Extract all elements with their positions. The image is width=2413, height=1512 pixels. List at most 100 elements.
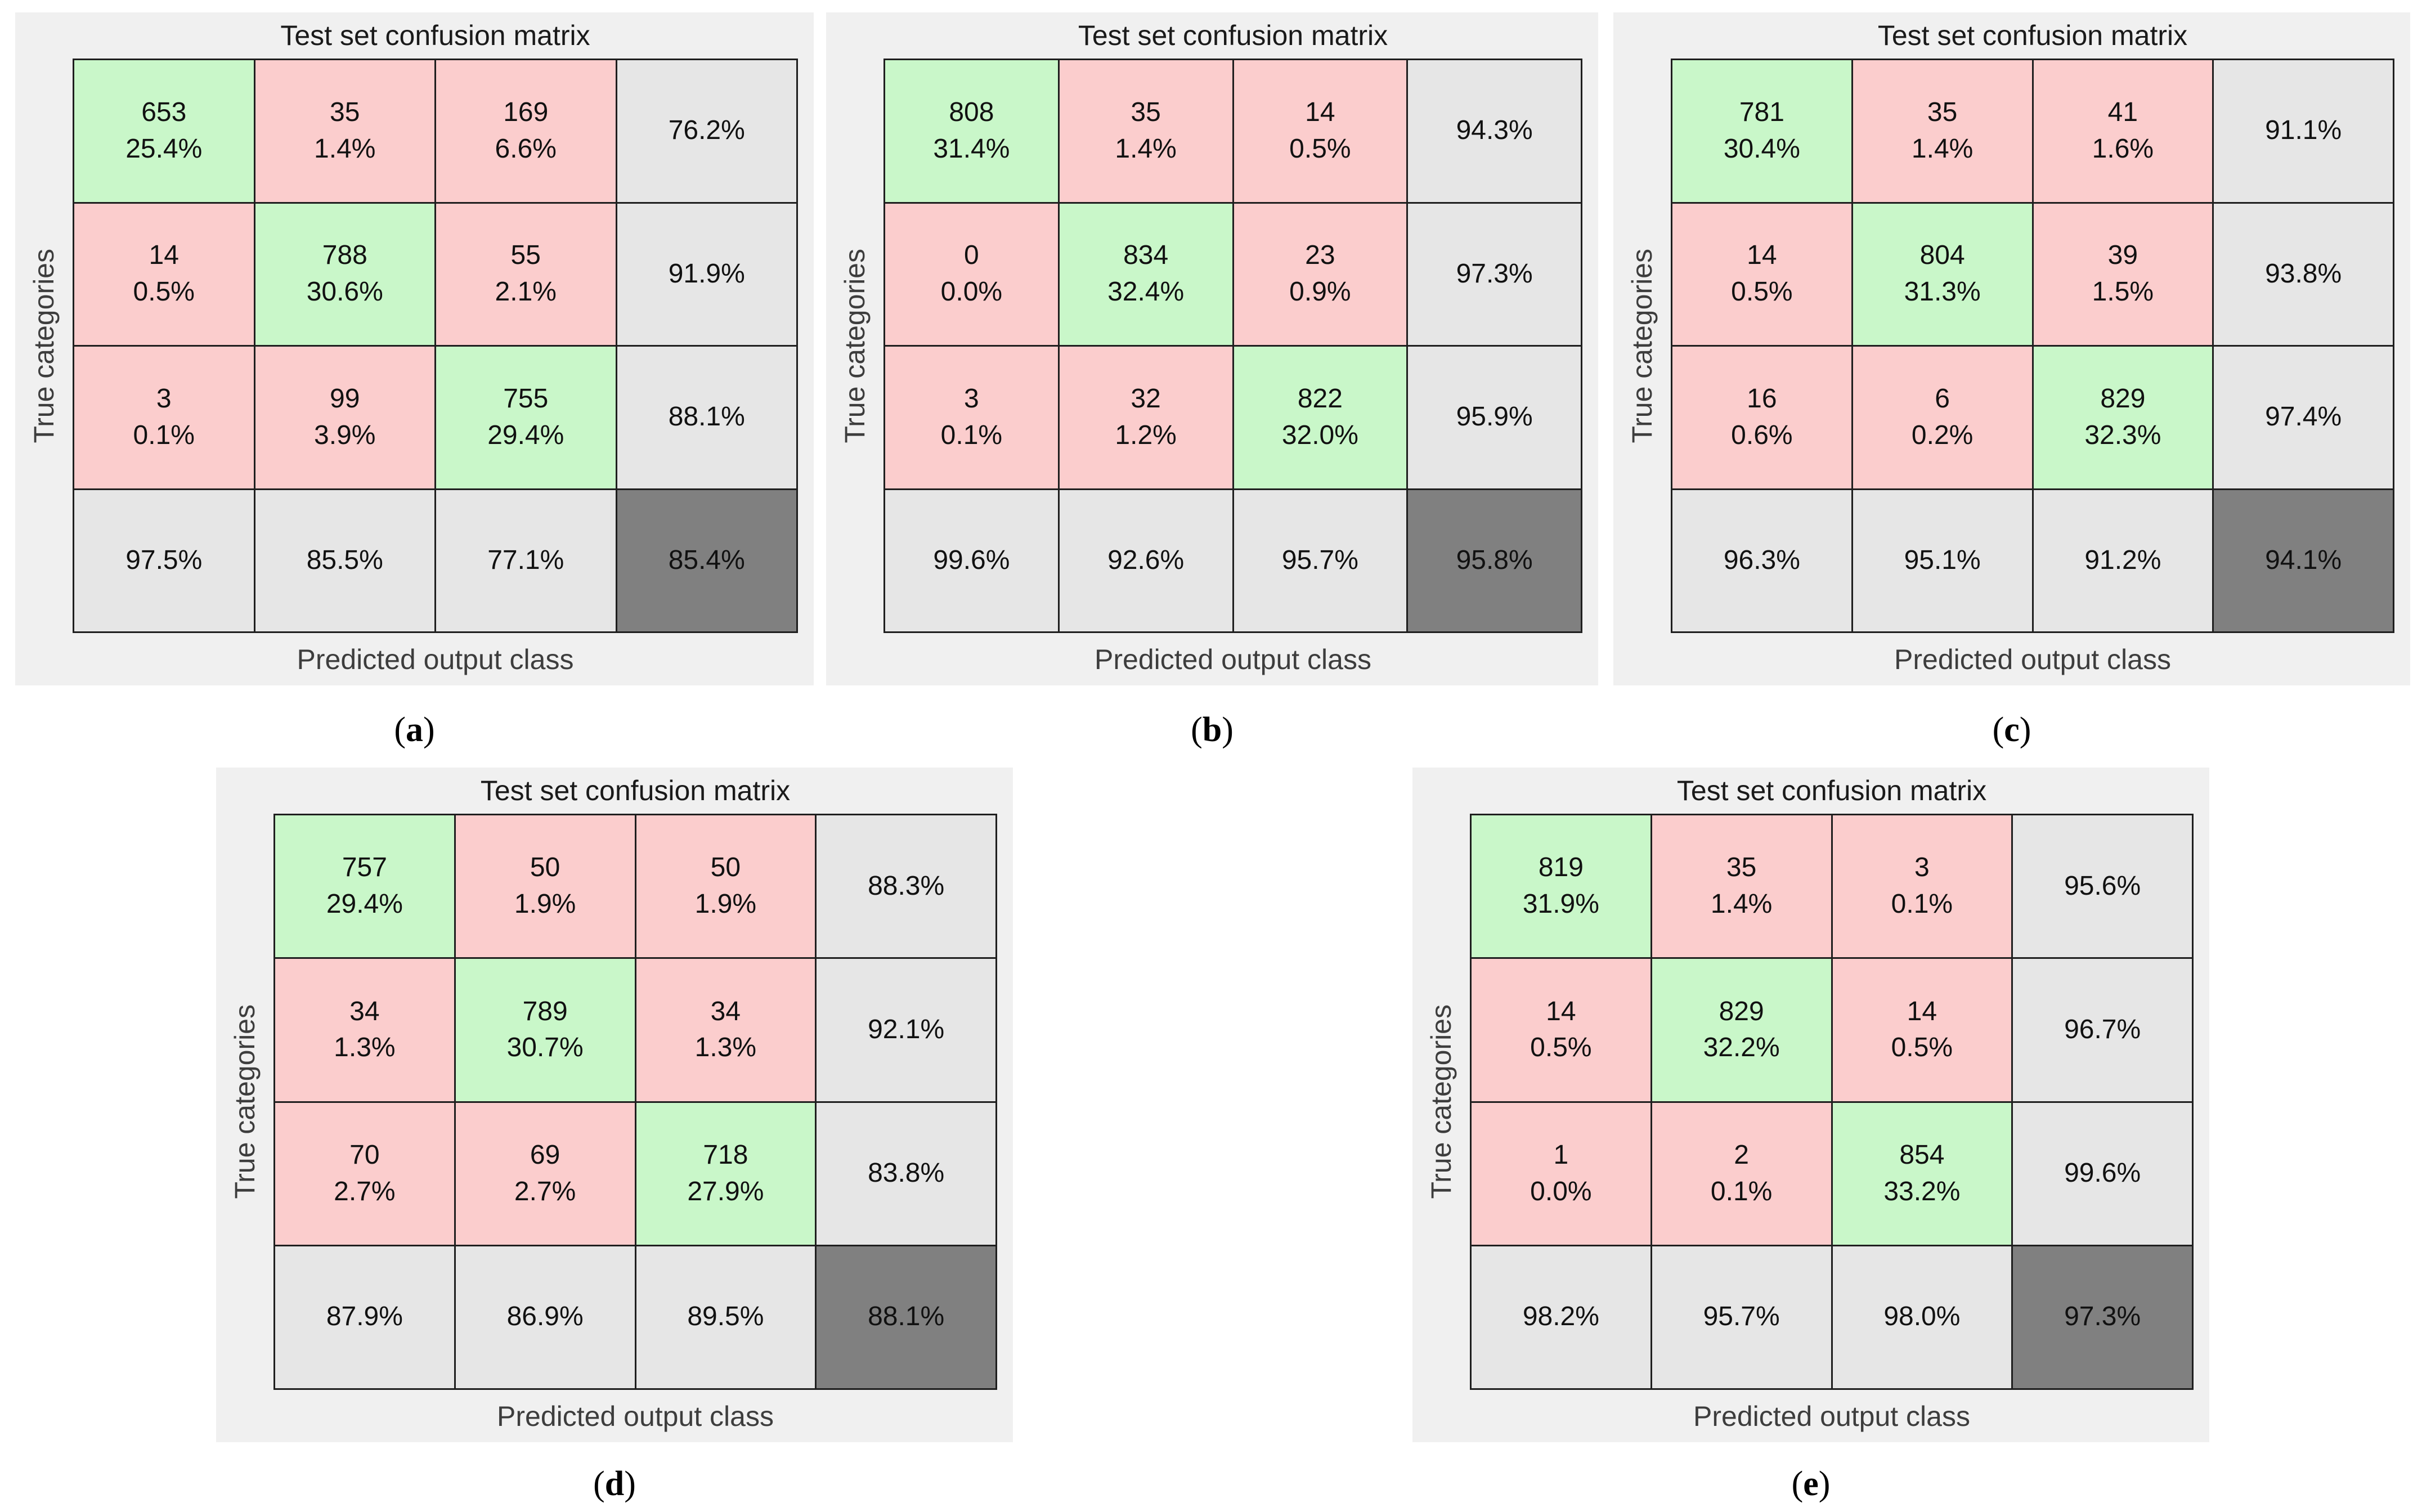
cell-percent: 1.4%: [314, 133, 376, 164]
cell-count: 41: [2107, 97, 2138, 127]
caption-letter: b: [1202, 710, 1222, 749]
chart-title: Test set confusion matrix: [1877, 20, 2188, 51]
cell-count: 829: [2100, 383, 2146, 414]
cell-count: 34: [710, 996, 741, 1026]
cell-count: 3: [1914, 853, 1930, 883]
cell-count: 34: [349, 996, 380, 1026]
matrix-cell: 91.2%: [2033, 490, 2213, 631]
matrix-cell: 788 30.6%: [255, 203, 434, 345]
cell-percent: 1.9%: [514, 889, 576, 919]
matrix-cell: 34 1.3%: [275, 959, 454, 1101]
cell-count: 23: [1305, 240, 1335, 271]
matrix-cell: 804 31.3%: [1853, 203, 2032, 345]
y-axis-label: True categories: [229, 1004, 261, 1199]
matrix-cell: 50 1.9%: [636, 815, 815, 958]
y-axis-label: True categories: [1425, 1004, 1457, 1199]
cell-percent: 1.4%: [1911, 133, 1974, 164]
confusion-matrix-grid: 757 29.4% 50 1.9% 50 1.9% 88.3% 34 1.3% 789 30.7% 3…: [273, 814, 997, 1390]
matrix-cell: 76.2%: [617, 60, 796, 202]
confusion-matrix-grid: 808 31.4% 35 1.4% 14 0.5% 94.3% 0 0.0% 834 32.4% 23…: [883, 59, 1582, 633]
y-axis-label-area: True categories: [1613, 59, 1671, 633]
chart-body: True categories 819 31.9% 35 1.4% 3 0.1% 95.6%…: [1412, 814, 2209, 1390]
cell-count: 55: [510, 240, 541, 271]
matrix-cell: 35 1.4%: [1652, 815, 1831, 958]
matrix-cell: 99.6%: [2013, 1102, 2192, 1245]
cell-count: 14: [1546, 996, 1576, 1026]
cell-count: 757: [342, 853, 387, 883]
cell-percent: 85.5%: [306, 545, 383, 575]
subfigure-caption-b: (b): [826, 705, 1598, 755]
cell-count: 755: [503, 383, 549, 414]
matrix-cell: 97.3%: [2013, 1246, 2192, 1388]
matrix-cell: 14 0.5%: [1234, 60, 1407, 202]
matrix-cell: 55 2.1%: [436, 203, 616, 345]
chart-body: True categories 757 29.4% 50 1.9% 50 1.9% 88.3…: [216, 814, 1013, 1390]
x-axis-label: Predicted output class: [497, 1400, 774, 1432]
cell-count: 50: [530, 853, 560, 883]
cell-percent: 83.8%: [868, 1158, 945, 1188]
matrix-cell: 0 0.0%: [885, 203, 1058, 345]
subfigure-caption-d: (d): [216, 1459, 1013, 1509]
matrix-cell: 92.1%: [817, 959, 995, 1101]
cell-percent: 0.6%: [1731, 420, 1793, 450]
matrix-cell: 70 2.7%: [275, 1102, 454, 1245]
cell-percent: 1.2%: [1115, 420, 1177, 450]
matrix-cell: 83.8%: [817, 1102, 995, 1245]
cell-percent: 91.2%: [2084, 545, 2161, 575]
matrix-cell: 69 2.7%: [455, 1102, 635, 1245]
matrix-cell: 14 0.5%: [74, 203, 254, 345]
matrix-cell: 97.4%: [2214, 347, 2393, 488]
matrix-cell: 755 29.4%: [436, 347, 616, 488]
chart-title: Test set confusion matrix: [1078, 20, 1388, 51]
cell-percent: 0.9%: [1289, 277, 1351, 307]
matrix-cell: 781 30.4%: [1672, 60, 1851, 202]
matrix-cell: 39 1.5%: [2033, 203, 2213, 345]
matrix-cell: 653 25.4%: [74, 60, 254, 202]
cell-count: 14: [1747, 240, 1777, 271]
confusion-matrix-grid: 653 25.4% 35 1.4% 169 6.6% 76.2% 14 0.5% 788 30.6%…: [73, 59, 798, 633]
cell-percent: 1.3%: [334, 1033, 396, 1063]
cell-percent: 30.6%: [306, 277, 383, 307]
cell-percent: 6.6%: [495, 133, 557, 164]
figure-panel-c: Test set confusion matrix True categorie…: [1613, 12, 2410, 685]
cell-percent: 96.7%: [2064, 1014, 2141, 1044]
matrix-cell: 99 3.9%: [255, 347, 434, 488]
cell-count: 35: [1131, 97, 1161, 127]
figure-panel-a: Test set confusion matrix True categorie…: [15, 12, 814, 685]
cell-percent: 27.9%: [687, 1176, 764, 1206]
confusion-matrix-grid: 781 30.4% 35 1.4% 41 1.6% 91.1% 14 0.5% 804 31.3% 3…: [1671, 59, 2394, 633]
matrix-cell: 95.7%: [1652, 1246, 1831, 1388]
matrix-cell: 95.8%: [1408, 490, 1581, 631]
matrix-cell: 35 1.4%: [255, 60, 434, 202]
cell-percent: 1.9%: [694, 889, 757, 919]
cell-percent: 76.2%: [668, 115, 745, 146]
matrix-cell: 95.9%: [1408, 347, 1581, 488]
cell-percent: 32.0%: [1281, 420, 1358, 450]
cell-count: 6: [1935, 383, 1950, 414]
matrix-cell: 23 0.9%: [1234, 203, 1407, 345]
cell-count: 35: [1726, 853, 1757, 883]
matrix-cell: 85.4%: [617, 490, 796, 631]
cell-percent: 91.1%: [2265, 115, 2342, 146]
cell-percent: 1.5%: [2092, 277, 2154, 307]
cell-percent: 95.1%: [1904, 545, 1981, 575]
cell-percent: 94.3%: [1456, 115, 1533, 146]
matrix-cell: 95.7%: [1234, 490, 1407, 631]
chart-body: True categories 781 30.4% 35 1.4% 41 1.6% 91.1…: [1613, 59, 2410, 633]
cell-count: 819: [1538, 853, 1584, 883]
cell-percent: 77.1%: [487, 545, 564, 575]
chart-body: True categories 808 31.4% 35 1.4% 14 0.5% 94.3…: [826, 59, 1598, 633]
cell-percent: 1.6%: [2092, 133, 2154, 164]
cell-count: 169: [503, 97, 549, 127]
cell-percent: 86.9%: [506, 1302, 584, 1332]
matrix-cell: 95.1%: [1853, 490, 2032, 631]
cell-count: 804: [1919, 240, 1965, 271]
cell-percent: 33.2%: [1883, 1176, 1961, 1206]
matrix-cell: 86.9%: [455, 1246, 635, 1388]
cell-count: 14: [1305, 97, 1335, 127]
matrix-cell: 834 32.4%: [1059, 203, 1232, 345]
matrix-cell: 92.6%: [1059, 490, 1232, 631]
cell-percent: 97.5%: [125, 545, 203, 575]
cell-percent: 31.9%: [1522, 889, 1599, 919]
matrix-cell: 88.1%: [617, 347, 796, 488]
